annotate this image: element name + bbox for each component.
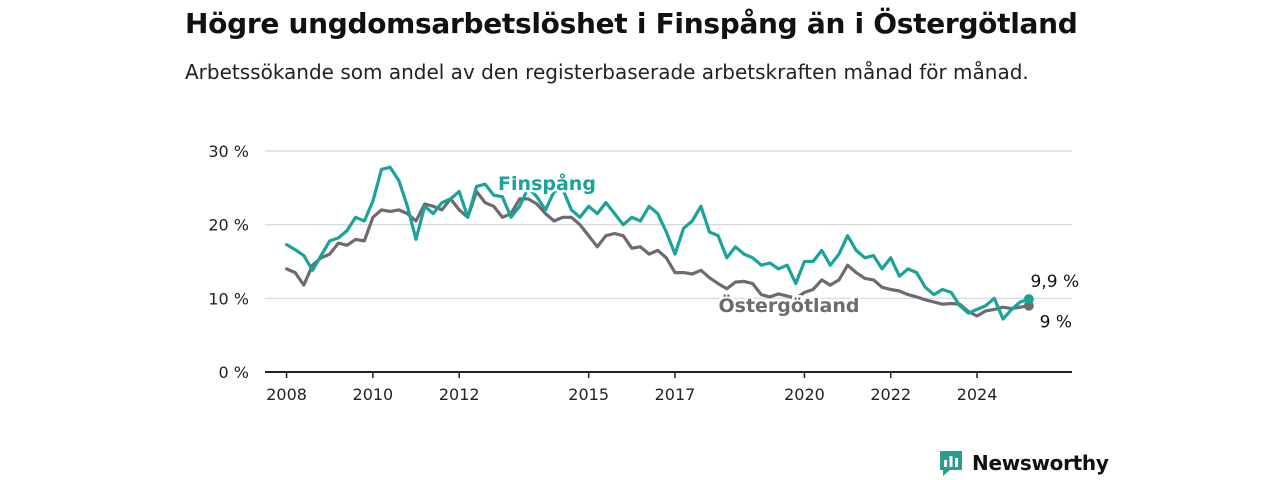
brand-name: Newsworthy — [972, 451, 1109, 475]
grid-lines — [265, 150, 1072, 373]
series-end-point — [1023, 294, 1034, 305]
series-labels: Finspång Östergötland 9,9 % 9 % — [496, 169, 1082, 336]
y-tick-label: 20 % — [208, 216, 249, 235]
series-lines — [285, 165, 1034, 321]
x-tick-label: 2022 — [870, 385, 911, 404]
x-tick-label: 2015 — [568, 385, 609, 404]
x-tick-label: 2017 — [655, 385, 696, 404]
x-tick-label: 2010 — [353, 385, 394, 404]
newsworthy-logo-icon — [940, 451, 962, 476]
x-tick-label: 2024 — [957, 385, 998, 404]
end-value-label-finspang: 9,9 % — [1031, 272, 1080, 292]
chart-subtitle: Arbetssökande som andel av den registerb… — [185, 60, 1029, 84]
x-tick-label: 2012 — [439, 385, 480, 404]
brand-logo: Newsworthy — [938, 448, 1109, 478]
series-label-finspang: Finspång — [498, 171, 596, 195]
y-tick-label: 0 % — [219, 363, 249, 382]
series-label-ostergotland: Östergötland — [719, 293, 860, 317]
y-axis-labels: 0 % 10 % 20 % 30 % — [208, 142, 249, 382]
series-line-ostergotland — [285, 189, 1031, 318]
x-tick-label: 2008 — [266, 385, 307, 404]
chart-title: Högre ungdomsarbetslöshet i Finspång än … — [185, 7, 1078, 40]
x-axis: 2008 2010 2012 2015 2017 2020 2022 2024 — [266, 372, 997, 404]
end-value-label-ostergotland: 9 % — [1040, 313, 1072, 333]
series-line-finspang — [285, 165, 1031, 321]
x-tick-label: 2020 — [784, 385, 825, 404]
y-tick-label: 30 % — [208, 142, 249, 161]
y-tick-label: 10 % — [208, 289, 249, 308]
